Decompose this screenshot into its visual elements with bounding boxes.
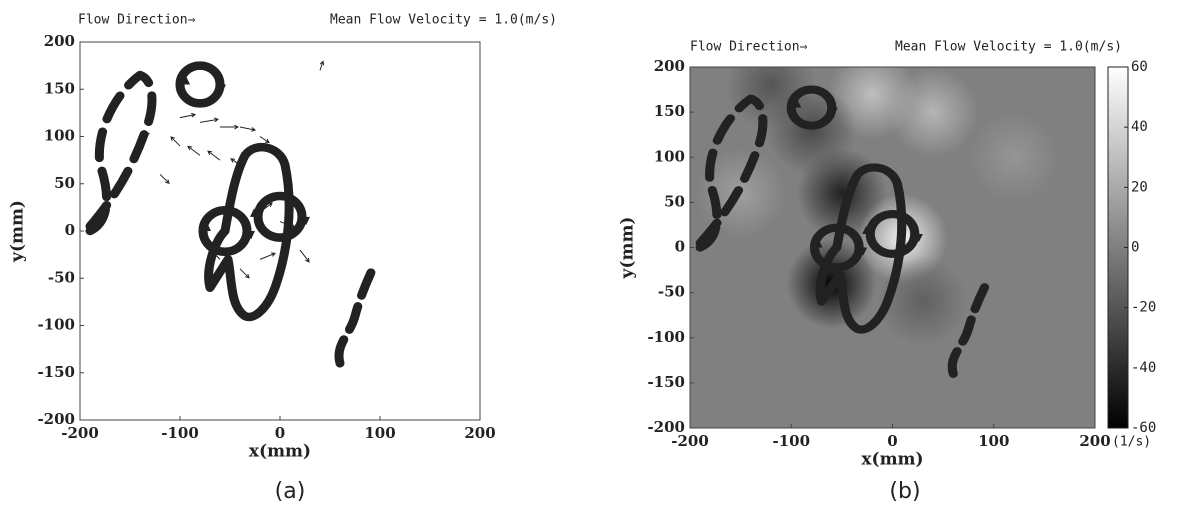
vector xyxy=(239,268,250,279)
colorbar-tick-label: -60 xyxy=(1131,420,1156,436)
plot-area xyxy=(80,42,480,420)
y-tick-label: 50 xyxy=(54,174,75,192)
colorbar-tick-label: 0 xyxy=(1131,240,1139,256)
y-tick-label: 100 xyxy=(654,147,685,165)
y-tick-label: 200 xyxy=(44,32,75,50)
y-tick-label: 0 xyxy=(65,221,75,239)
y-tick-label: -150 xyxy=(37,363,75,381)
colorbar-tick-label: 60 xyxy=(1131,59,1148,75)
x-tick-label: -200 xyxy=(671,432,709,450)
vector xyxy=(199,117,220,123)
vorticity-cell xyxy=(877,256,968,347)
vector xyxy=(170,136,181,147)
y-tick-label: 0 xyxy=(675,238,685,256)
vector xyxy=(187,145,201,156)
vector xyxy=(220,124,240,130)
y-tick-label: -100 xyxy=(647,328,685,346)
colorbar-tick-label: 20 xyxy=(1131,179,1148,195)
x-tick-label: -100 xyxy=(772,432,810,450)
vorticity-cell xyxy=(888,67,978,158)
x-tick-label: 100 xyxy=(978,432,1009,450)
plot-background xyxy=(80,42,480,420)
colorbar-tick-label: -40 xyxy=(1131,360,1156,376)
colorbar-label: (1/s) xyxy=(1112,435,1151,450)
x-tick-label: 0 xyxy=(887,432,897,450)
y-axis-label: y(mm) xyxy=(618,217,638,280)
panel-caption: (a) xyxy=(275,479,306,504)
colorbar-tick-label: 40 xyxy=(1131,119,1148,135)
y-tick-label: 150 xyxy=(654,102,685,120)
y-tick-label: 50 xyxy=(664,192,685,210)
x-tick-label: 200 xyxy=(464,424,495,442)
vector xyxy=(259,136,270,144)
vector xyxy=(179,112,197,119)
mean-velocity-label: Mean Flow Velocity = 1.0(m/s) xyxy=(895,40,1122,55)
x-tick-label: 100 xyxy=(364,424,395,442)
x-tick-label: -100 xyxy=(161,424,199,442)
y-axis-label: y(mm) xyxy=(8,200,28,263)
y-tick-label: 200 xyxy=(654,57,685,75)
mean-velocity-label: Mean Flow Velocity = 1.0(m/s) xyxy=(330,13,557,28)
vorticity-cell xyxy=(969,112,1059,203)
x-axis-label: x(mm) xyxy=(249,442,311,462)
flow-direction-label: Flow Direction⇒ xyxy=(78,13,196,28)
vector xyxy=(259,252,276,260)
vector xyxy=(299,249,310,263)
y-tick-label: -200 xyxy=(37,410,75,428)
y-tick-label: -200 xyxy=(647,418,685,436)
y-tick-label: -50 xyxy=(48,268,75,286)
vorticity-cell xyxy=(766,85,857,176)
y-tick-label: 150 xyxy=(44,79,75,97)
y-tick-label: -150 xyxy=(647,373,685,391)
x-tick-label: -200 xyxy=(61,424,99,442)
vector xyxy=(159,173,170,185)
y-tick-label: -50 xyxy=(658,283,685,301)
y-tick-label: 100 xyxy=(44,127,75,145)
y-tick-label: -100 xyxy=(37,316,75,334)
x-tick-label: 200 xyxy=(1079,432,1110,450)
vector xyxy=(239,126,257,132)
x-axis-label: x(mm) xyxy=(861,450,923,470)
flow-direction-label: Flow Direction⇒ xyxy=(690,40,808,55)
vector xyxy=(319,60,325,71)
colorbar-tick-label: -20 xyxy=(1131,300,1156,316)
plot-area xyxy=(690,67,1095,428)
panel-caption: (b) xyxy=(889,479,920,504)
vector xyxy=(207,150,221,161)
x-tick-label: 0 xyxy=(275,424,285,442)
